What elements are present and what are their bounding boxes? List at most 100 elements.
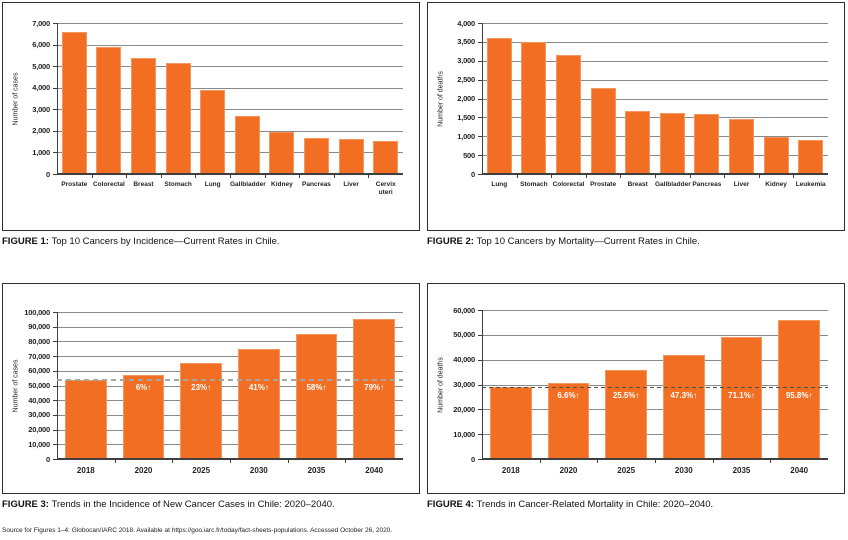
bar-2030 (663, 354, 705, 459)
y-tick (478, 409, 482, 411)
y-tick-label: 20,000 (28, 425, 50, 435)
bar-percent-label: 95.8%↑ (785, 390, 813, 400)
bar-leukemia (798, 140, 824, 174)
gridline (482, 310, 828, 311)
gridline (482, 384, 828, 386)
bar-gallbladder (234, 115, 260, 174)
bar-2018 (65, 379, 107, 459)
gridline (482, 434, 828, 436)
y-tick-label: 6,000 (32, 40, 50, 50)
y-tick (478, 41, 482, 43)
gridline (482, 117, 828, 119)
bar-percent-label: 6%↑ (135, 382, 152, 392)
x-tick (126, 174, 128, 178)
x-tick (195, 174, 197, 178)
x-tick (368, 174, 370, 178)
x-axis-line (57, 458, 403, 460)
x-tick (114, 459, 116, 463)
bar-stomach (165, 62, 191, 174)
reference-dashed-line (482, 386, 828, 389)
y-tick (478, 136, 482, 138)
x-label: 2040 (790, 466, 809, 475)
figure-3-label: FIGURE 3: (2, 499, 49, 510)
x-label: 2018 (501, 466, 520, 475)
bar-2025 (180, 362, 222, 459)
x-tick (597, 459, 599, 463)
x-label: 2025 (192, 466, 211, 475)
gridline (57, 23, 403, 24)
gridline (482, 60, 828, 62)
x-label: Stomach (520, 181, 548, 188)
figure-2-label: FIGURE 2: (427, 236, 474, 247)
bar-percent-label: 79%↑ (364, 382, 385, 392)
y-tick-label: 2,000 (32, 126, 50, 136)
bar-2020 (122, 375, 165, 459)
y-tick (53, 370, 57, 372)
x-tick (345, 459, 347, 463)
y-tick-label: 3,000 (32, 104, 50, 114)
y-tick (478, 60, 482, 62)
gridline (57, 130, 403, 132)
y-tick (53, 444, 57, 446)
y-tick-label: 60,000 (28, 366, 50, 376)
x-tick (160, 174, 162, 178)
x-label: Leukemia (795, 181, 826, 188)
y-tick-label: 1,000 (457, 131, 475, 141)
x-label: Pancreas (302, 181, 331, 188)
y-axis-line (57, 23, 58, 174)
y-tick-label: 0 (471, 454, 475, 464)
x-tick (712, 459, 714, 463)
bar-kidney (763, 137, 789, 174)
y-tick (53, 400, 57, 402)
bar-cervix-uteri (373, 140, 399, 174)
y-tick-label: 50,000 (453, 330, 475, 340)
y-tick (53, 23, 57, 24)
x-label: 2030 (249, 466, 268, 475)
bar-gallbladder (659, 112, 685, 174)
bar-percent-label: 25.5%↑ (612, 390, 640, 400)
y-tick-label: 0 (471, 169, 475, 179)
bar-2025 (605, 369, 647, 459)
y-tick-label: 4,000 (457, 18, 475, 28)
bar-colorectal (96, 46, 122, 174)
y-tick (53, 429, 57, 431)
y-tick (53, 66, 57, 68)
x-tick (689, 174, 691, 178)
y-tick (478, 434, 482, 436)
x-tick (516, 174, 518, 178)
y-tick (478, 79, 482, 81)
x-label: Colorectal (552, 181, 585, 188)
x-tick (770, 459, 772, 463)
bar-2035 (295, 334, 338, 459)
gridline (482, 79, 828, 81)
figure-3: 0 10,000 20,000 30,000 40,000 50,000 60,000 70,… (2, 283, 420, 510)
figure-4-caption: FIGURE 4: Trends in Cancer-Related Morta… (427, 499, 845, 510)
y-tick-label: 3,500 (457, 37, 475, 47)
y-tick (53, 356, 57, 358)
bar-percent-label: 6.6%↑ (557, 390, 580, 400)
figure-1-title: Top 10 Cancers by Incidence—Current Rate… (51, 236, 280, 247)
y-axis-line (482, 23, 483, 174)
bar-prostate (590, 87, 616, 174)
x-tick (91, 174, 93, 178)
x-tick (655, 459, 656, 463)
x-tick (172, 459, 174, 463)
y-tick (53, 130, 57, 132)
y-tick-label: 0 (46, 169, 50, 179)
x-tick (655, 174, 656, 178)
figure-1-caption: FIGURE 1: Top 10 Cancers by Incidence—Cu… (2, 236, 420, 247)
y-tick (53, 341, 57, 343)
figure-1-chart: 0 1,000 2,000 3,000 4,000 5,000 6,000 7,000 Pros… (2, 2, 420, 231)
bar-lung (486, 38, 512, 174)
bar-pancreas (694, 114, 720, 174)
y-tick-label: 500 (463, 150, 475, 160)
figure-2-caption: FIGURE 2: Top 10 Cancers by Mortality—Cu… (427, 236, 845, 247)
y-tick-label: 20,000 (453, 404, 475, 414)
bar-2040 (778, 319, 820, 459)
y-axis-title: Number of deaths (437, 356, 445, 413)
x-tick (299, 174, 301, 178)
bar-2035 (720, 337, 763, 459)
y-axis-line (482, 310, 483, 459)
x-label: Breast (133, 181, 154, 188)
bar-prostate (61, 31, 87, 174)
